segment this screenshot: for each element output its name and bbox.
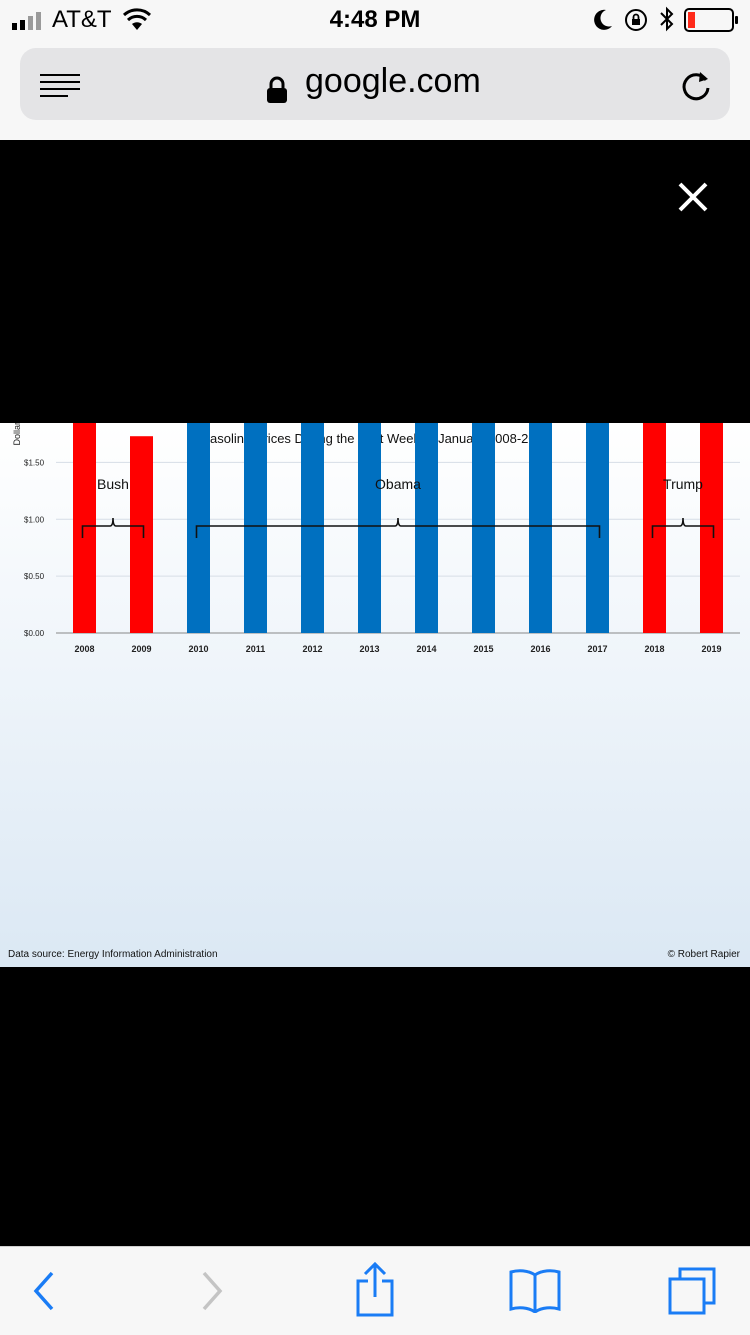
back-icon[interactable] bbox=[30, 1269, 58, 1313]
status-bar: AT&T 4:48 PM bbox=[0, 0, 750, 40]
annotation-obama: Obama bbox=[375, 476, 421, 492]
carrier-name: AT&T bbox=[52, 6, 112, 33]
share-icon[interactable] bbox=[354, 1261, 396, 1317]
bar-2018 bbox=[643, 423, 666, 633]
bar-2008 bbox=[73, 423, 96, 633]
x-tick-label: 2017 bbox=[587, 644, 607, 654]
bar-2017 bbox=[586, 423, 609, 633]
bar-2016 bbox=[529, 423, 552, 633]
reader-view-icon[interactable] bbox=[40, 74, 80, 98]
x-tick-label: 2011 bbox=[246, 644, 266, 654]
x-tick-label: 2012 bbox=[302, 644, 322, 654]
x-tick-label: 2014 bbox=[416, 644, 436, 654]
bar-2012 bbox=[301, 423, 324, 633]
bar-2019 bbox=[700, 423, 723, 633]
bar-2013 bbox=[358, 423, 381, 634]
brace-trump bbox=[651, 517, 715, 538]
padlock-icon bbox=[267, 76, 287, 103]
x-tick-label: 2015 bbox=[473, 644, 493, 654]
battery-icon bbox=[684, 8, 738, 32]
bar-2015 bbox=[472, 423, 495, 633]
bookmarks-icon[interactable] bbox=[508, 1267, 562, 1313]
bottom-toolbar bbox=[0, 1246, 750, 1335]
chart-image: Gasoline Prices During the First Week of… bbox=[0, 423, 750, 967]
wifi-icon bbox=[122, 8, 152, 30]
y-tick-label: $1.00 bbox=[24, 515, 45, 524]
x-tick-label: 2019 bbox=[701, 644, 721, 654]
bar-2014 bbox=[415, 423, 438, 633]
forward-icon[interactable] bbox=[198, 1269, 226, 1313]
x-tick-label: 2016 bbox=[530, 644, 550, 654]
bar-chart: $0.00$0.50$1.00$1.50$2.00$2.50$3.00$3.50… bbox=[12, 423, 740, 654]
tabs-icon[interactable] bbox=[666, 1265, 718, 1317]
y-tick-label: $0.00 bbox=[24, 629, 45, 638]
browser-toolbar: google.com bbox=[0, 40, 750, 140]
bar-2011 bbox=[244, 423, 267, 633]
y-tick-label: $0.50 bbox=[24, 572, 45, 581]
close-icon[interactable] bbox=[676, 180, 710, 214]
brace-obama bbox=[195, 517, 601, 538]
x-tick-label: 2009 bbox=[131, 644, 151, 654]
bar-2010 bbox=[187, 423, 210, 633]
x-tick-label: 2018 bbox=[644, 644, 664, 654]
data-source: Data source: Energy Information Administ… bbox=[8, 949, 218, 960]
bar-2009 bbox=[130, 436, 153, 633]
annotation-trump: Trump bbox=[663, 476, 703, 492]
y-tick-label: $1.50 bbox=[24, 458, 45, 467]
annotation-bush: Bush bbox=[97, 476, 129, 492]
x-tick-label: 2013 bbox=[359, 644, 379, 654]
reload-icon[interactable] bbox=[680, 68, 712, 102]
image-viewer: Gasoline Prices During the First Week of… bbox=[0, 140, 750, 1246]
x-tick-label: 2010 bbox=[188, 644, 208, 654]
y-axis-label: Dollars per gallon bbox=[12, 423, 22, 446]
address-bar[interactable]: google.com bbox=[20, 48, 730, 120]
do-not-disturb-icon bbox=[594, 9, 612, 30]
url-text[interactable]: google.com bbox=[305, 62, 481, 100]
brace-bush bbox=[81, 517, 145, 538]
signal-strength-icon bbox=[12, 12, 41, 30]
rotation-lock-icon bbox=[625, 9, 647, 31]
bluetooth-icon bbox=[660, 6, 674, 32]
x-tick-label: 2008 bbox=[74, 644, 94, 654]
chart-credit: © Robert Rapier bbox=[667, 949, 740, 960]
clock: 4:48 PM bbox=[329, 6, 421, 33]
